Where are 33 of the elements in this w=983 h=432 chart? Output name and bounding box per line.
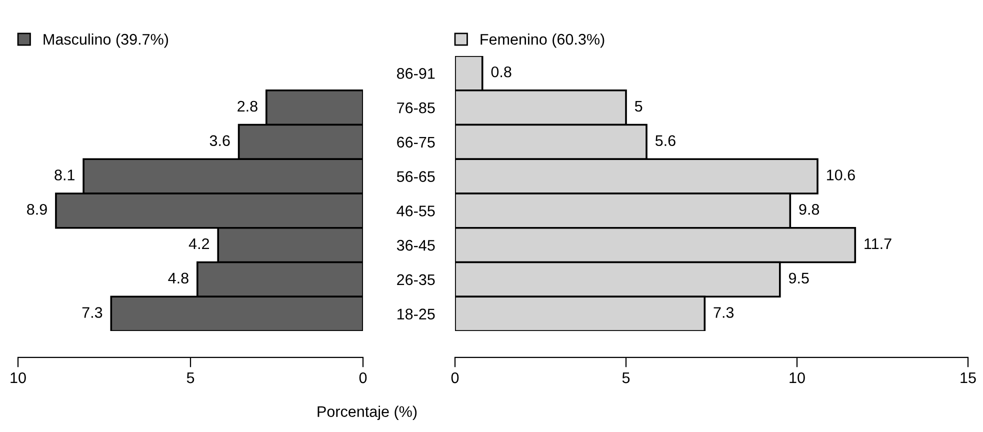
data-label: 0.8 (491, 66, 512, 78)
legend-label: Femenino (60.3%) (480, 34, 604, 48)
data-label: 5.6 (655, 135, 676, 146)
data-label: 7.3 (714, 307, 734, 318)
data-label: 2.8 (238, 100, 258, 112)
y-tick-label: 86-91 (396, 68, 435, 79)
data-label: 8.1 (54, 170, 74, 180)
data-label: 4.8 (168, 272, 188, 284)
data-label: 3.6 (210, 135, 230, 146)
data-label: 11.7 (864, 238, 892, 250)
y-tick-label: 76-85 (397, 102, 435, 114)
y-tick-label: 18-25 (398, 308, 435, 320)
data-label: 9.8 (799, 204, 820, 215)
x-tick-label: 0 (359, 372, 367, 384)
y-tick-label: 56-65 (396, 171, 435, 182)
data-label: 5 (634, 101, 642, 112)
data-label: 9.5 (788, 272, 809, 284)
x-axis-title: Porcentaje (%) (318, 406, 417, 420)
y-tick-label: 26-35 (397, 274, 435, 286)
legend-label: Masculino (39.7%) (44, 34, 168, 48)
x-tick-label: 5 (186, 372, 194, 384)
x-tick-label: 15 (960, 372, 976, 384)
data-label: 4.2 (188, 238, 209, 250)
data-label: 8.9 (27, 204, 47, 215)
x-tick-label: 5 (622, 372, 630, 384)
y-tick-label: 66-75 (397, 136, 435, 148)
x-tick-label: 10 (790, 372, 805, 384)
data-label: 7.3 (82, 307, 102, 318)
data-label: 10.6 (827, 170, 855, 180)
y-tick-label: 46-55 (396, 206, 435, 216)
x-tick-label: 10 (10, 372, 26, 384)
x-tick-label: 0 (451, 372, 459, 384)
y-tick-label: 36-45 (396, 240, 435, 251)
